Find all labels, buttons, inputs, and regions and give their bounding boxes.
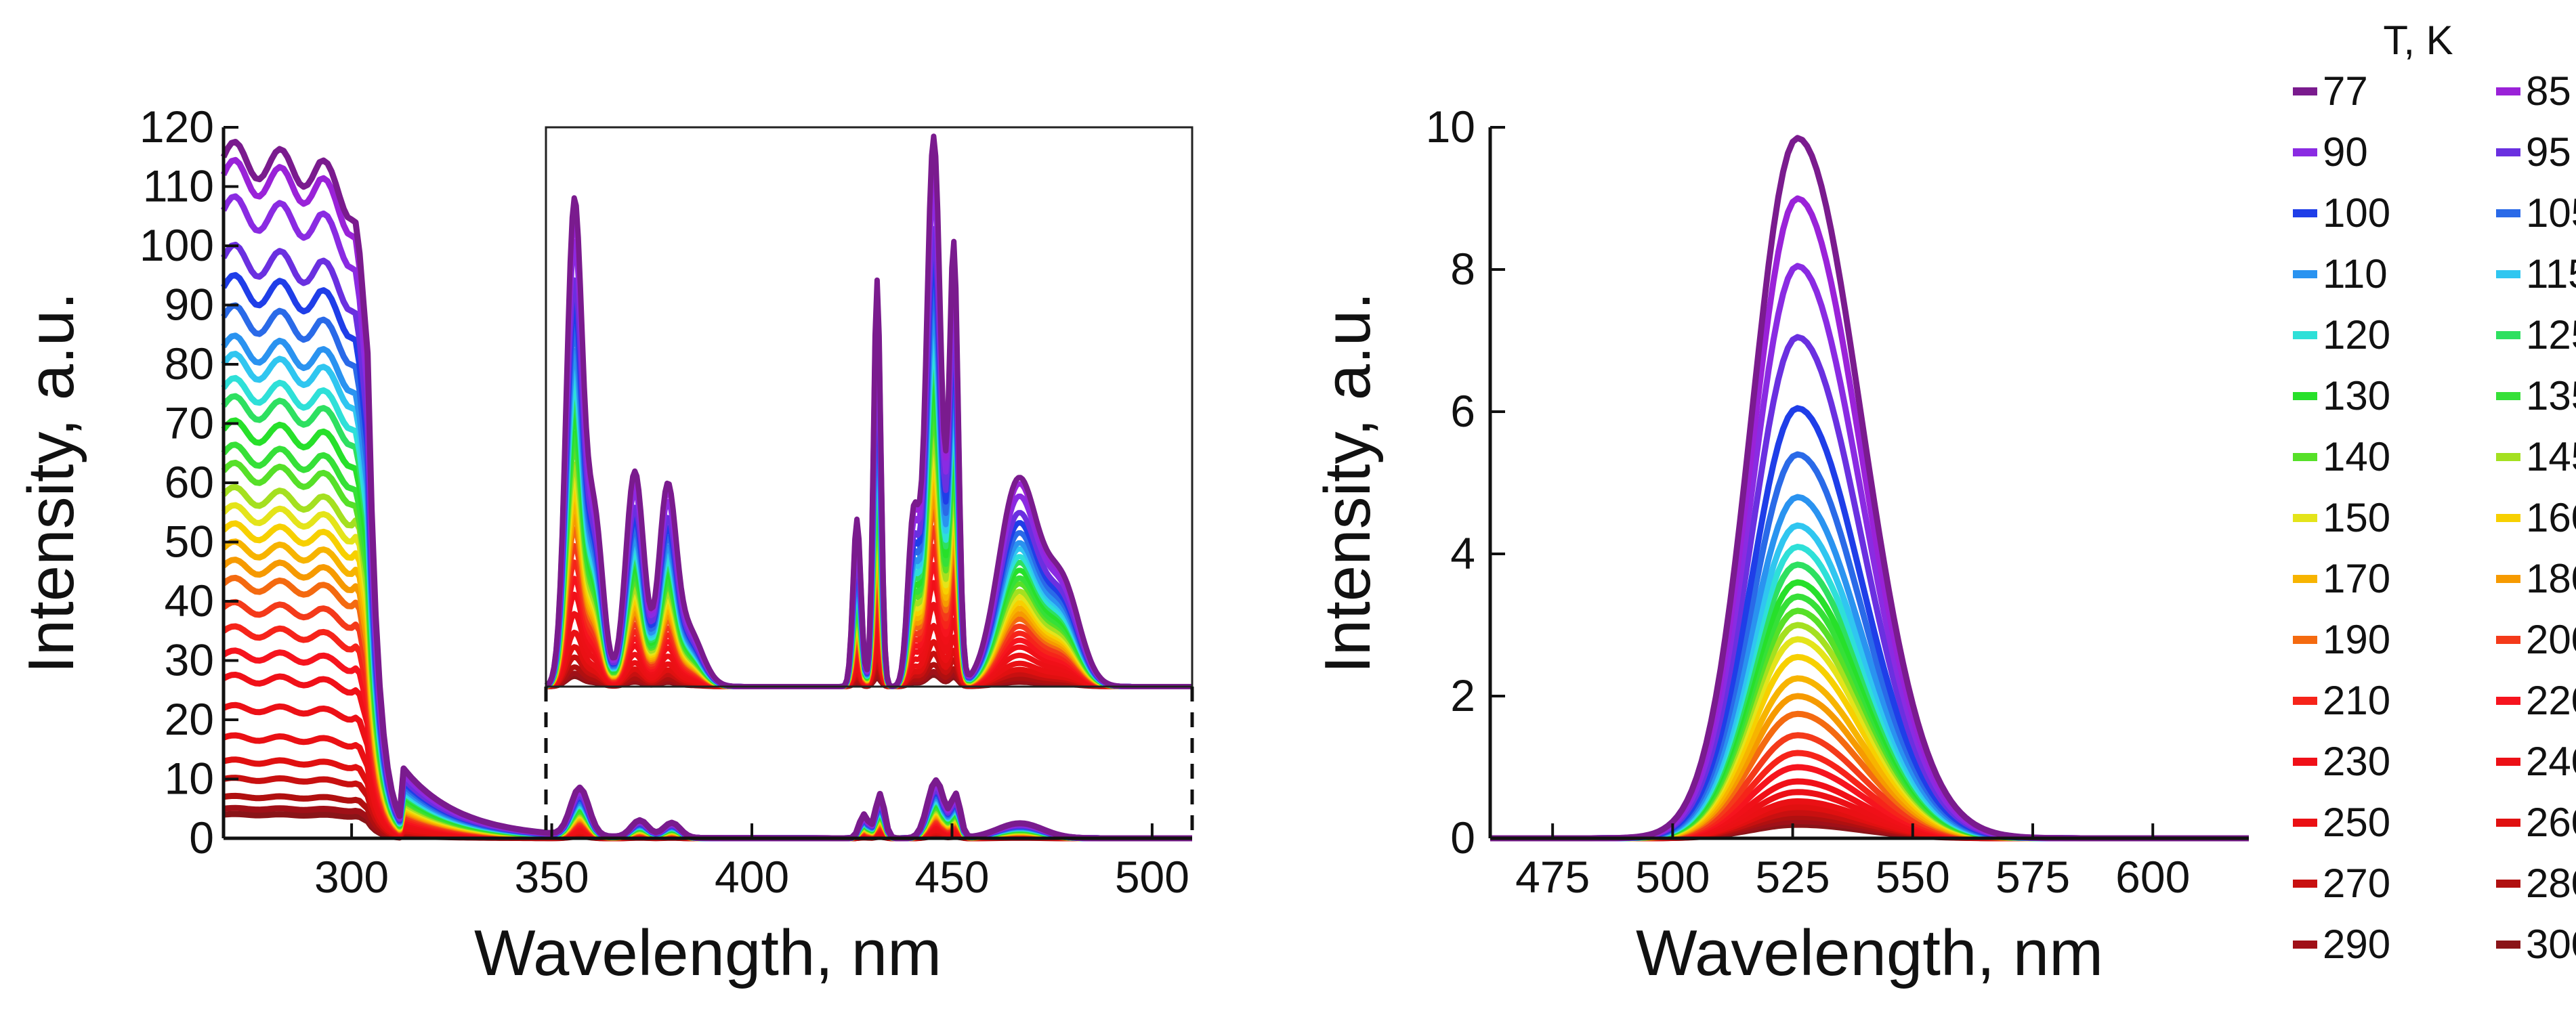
legend-label: 270	[2323, 861, 2390, 906]
left-x-ticks: 300 350 400 450 500	[314, 823, 1189, 902]
legend-label: 77	[2323, 68, 2368, 114]
left-y-tick-label: 10	[165, 754, 214, 804]
legend-label: 115	[2526, 251, 2576, 297]
right-y-tick-label: 8	[1450, 244, 1475, 294]
legend-label: 260	[2526, 800, 2576, 845]
legend-label: 280	[2526, 861, 2576, 906]
inset-series-77	[544, 133, 1193, 689]
legend-label: 130	[2323, 373, 2390, 418]
right-x-tick-label: 500	[1635, 852, 1710, 902]
left-y-tick-label: 30	[165, 635, 214, 685]
left-x-tick-label: 500	[1115, 852, 1189, 902]
right-x-tick-label: 575	[1996, 852, 2070, 902]
legend-label: 160	[2526, 495, 2576, 540]
legend-label: 190	[2323, 617, 2390, 662]
left-y-tick-label: 50	[165, 517, 214, 567]
legend-label: 180	[2526, 556, 2576, 601]
left-x-tick-label: 400	[715, 852, 789, 902]
left-y-ticks: 0 10 20 30 40 50 60 70 80 90 100 110 120	[140, 102, 238, 863]
legend-label: 120	[2323, 312, 2390, 358]
left-y-tick-label: 100	[140, 220, 214, 270]
legend-label: 95	[2526, 129, 2571, 175]
left-y-axis-label: Intensity, a.u.	[15, 292, 87, 674]
legend-label: 230	[2323, 739, 2390, 784]
right-x-axis-label: Wavelength, nm	[1636, 917, 2103, 989]
legend-label: 135	[2526, 373, 2576, 418]
right-y-ticks: 0 2 4 6 8 10	[1426, 102, 1505, 863]
right-y-axis-label: Intensity, a.u.	[1311, 292, 1384, 674]
left-inset-frame	[545, 126, 1194, 688]
right-y-tick-label: 0	[1450, 813, 1475, 863]
right-y-tick-label: 4	[1450, 528, 1475, 578]
left-y-tick-label: 90	[165, 280, 214, 330]
left-chart: 300 350 400 450 500 0 10 20 30 40 50 60 70 80 90 100 11…	[15, 102, 1194, 989]
legend-label: 145	[2526, 434, 2576, 479]
left-y-tick-label: 110	[143, 161, 214, 211]
legend-label: 210	[2323, 678, 2390, 723]
left-y-tick-label: 80	[165, 339, 214, 389]
left-y-tick-label: 40	[165, 576, 214, 626]
left-inset-curves	[544, 133, 1193, 689]
left-y-tick-label: 20	[165, 694, 214, 744]
right-y-tick-label: 6	[1450, 386, 1475, 436]
left-y-tick-label: 120	[140, 102, 214, 152]
left-curves	[220, 139, 1192, 842]
right-x-tick-label: 525	[1756, 852, 1830, 902]
legend-label: 105	[2526, 190, 2576, 236]
legend-label: 240	[2526, 739, 2576, 784]
left-y-tick-label: 60	[165, 457, 214, 507]
left-y-tick-label: 70	[165, 398, 214, 448]
legend-label: 220	[2526, 678, 2576, 723]
legend-label: 170	[2323, 556, 2390, 601]
left-x-tick-label: 450	[914, 852, 989, 902]
right-chart: 475 500 525 550 575 600 0 2 4 6 8 10 Wavelength, n…	[1311, 102, 2249, 989]
legend-label: 100	[2323, 190, 2390, 236]
legend-label: 140	[2323, 434, 2390, 479]
right-curves	[1490, 135, 2249, 842]
legend-label: 150	[2323, 495, 2390, 540]
left-x-tick-label: 350	[514, 852, 589, 902]
right-x-tick-label: 550	[1876, 852, 1950, 902]
legend-label: 85	[2526, 68, 2571, 114]
legend-label: 250	[2323, 800, 2390, 845]
left-x-axis-label: Wavelength, nm	[474, 917, 942, 989]
legend-label: 110	[2323, 251, 2388, 297]
legend-label: 125	[2526, 312, 2576, 358]
left-x-tick-label: 300	[314, 852, 389, 902]
legend: T, K 77 85 90 95 100 105 110 115 120 125 130 135 140…	[2293, 18, 2576, 967]
right-y-tick-label: 2	[1450, 670, 1475, 720]
right-x-ticks: 475 500 525 550 575 600	[1515, 823, 2190, 902]
right-y-tick-label: 10	[1426, 102, 1475, 152]
legend-label: 90	[2323, 129, 2368, 175]
right-x-tick-label: 475	[1515, 852, 1590, 902]
legend-title: T, K	[2383, 18, 2453, 63]
right-x-tick-label: 600	[2115, 852, 2190, 902]
legend-label: 300	[2526, 922, 2576, 967]
left-y-tick-label: 0	[189, 813, 214, 863]
legend-label: 290	[2323, 922, 2390, 967]
legend-label: 200	[2526, 617, 2576, 662]
